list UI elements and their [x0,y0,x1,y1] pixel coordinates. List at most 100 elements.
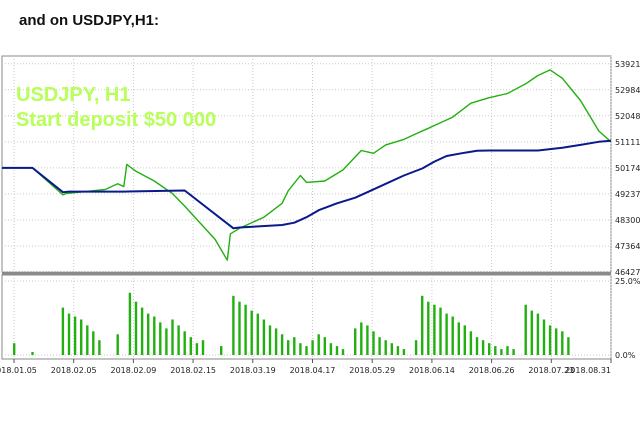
deposit-load-bar [86,325,89,355]
deposit-load-bar [555,328,558,355]
deposit-load-bar [402,349,406,355]
deposit-load-bar [451,316,454,355]
x-tick-label: 2018.06.14 [409,366,455,375]
deposit-load-bar [494,346,497,355]
equity-line [2,69,612,261]
overlay-symbol: USDJPY, H1 [16,84,131,106]
deposit-load-bar [80,319,83,355]
deposit-load-bar [274,328,278,355]
deposit-load-bar [268,325,272,355]
deposit-load-bar [92,331,95,355]
x-tick-label: 2018.06.26 [469,366,515,375]
x-tick-label: 2018.04.17 [290,366,336,375]
deposit-load-bar [189,337,192,355]
y-tick-label: 51111 [615,138,640,147]
deposit-load-bar [463,325,466,355]
deposit-load-bar [536,313,540,355]
deposit-load-bar [31,352,34,355]
deposit-load-bar [256,313,259,355]
x-tick-label: 2018.02.05 [51,366,97,375]
y-tick-label: 52984 [615,86,640,95]
deposit-load-bar [335,346,339,355]
deposit-load-bar [311,340,314,355]
deposit-load-bar [250,310,253,355]
x-tick-label: 2018.03.19 [230,366,276,375]
x-tick-label: 2018.01.05 [0,366,37,375]
deposit-load-bar [500,349,503,355]
x-tick-label: 2018.02.15 [170,366,216,375]
deposit-load-bar [67,313,71,355]
deposit-load-bar [512,349,515,355]
page-heading: and on USDJPY,H1: [19,12,160,29]
y-tick-label: 49237 [615,190,640,199]
deposit-load-bar [360,322,363,355]
deposit-load-bar [567,337,570,355]
deposit-load-bar [481,340,485,355]
y-axis-sub: 25.0% 0.0% [615,277,640,360]
sub-y-tick-label: 0.0% [615,351,636,360]
deposit-load-bar [305,346,308,355]
deposit-load-bar [323,337,326,355]
deposit-load-bar [61,307,65,355]
deposit-load-bar [506,346,509,355]
sub-pane [1,274,612,360]
y-tick-label: 46427 [615,268,640,277]
deposit-load-bar [475,337,479,355]
deposit-load-bar [134,301,138,355]
deposit-load-bar [262,319,266,355]
deposit-load-bar [201,340,205,355]
deposit-load-bar [116,334,119,355]
deposit-load-bar [530,310,533,355]
deposit-load-bar [433,304,436,355]
y-axis-main: 53921 52984 52048 51111 50174 49237 48300 47364… [615,60,640,277]
deposit-load-bar [317,334,320,355]
x-tick-label: 2018.05.29 [349,366,395,375]
main-series [2,69,612,261]
y-tick-label: 47364 [615,242,640,251]
deposit-load-bar [378,337,381,355]
deposit-load-bar [128,292,132,355]
sub-y-tick-label: 25.0% [615,277,640,286]
deposit-load-bar [457,322,460,355]
deposit-load-bar [280,334,284,355]
deposit-load-bar [366,325,369,355]
deposit-load-bar [171,319,174,355]
y-tick-label: 50174 [615,164,640,173]
y-tick-label: 52048 [615,112,640,121]
deposit-load-bar [73,316,77,355]
deposit-load-bar [13,343,16,355]
deposit-load-bar [287,340,290,355]
y-tick-label: 48300 [615,216,640,225]
deposit-load-bar [299,343,302,355]
deposit-load-bar [439,307,442,355]
pane-separator[interactable] [2,272,611,275]
deposit-load-bar [421,295,424,355]
deposit-load-bar [232,295,235,355]
x-axis: 2018.01.05 2018.02.05 2018.02.09 2018.02.15… [0,359,612,375]
deposit-load-bar [329,343,333,355]
y-tick-label: 53921 [615,60,640,69]
deposit-load-bar [561,331,564,355]
deposit-load-bar [372,331,375,355]
deposit-load-bars [13,292,570,355]
deposit-load-bar [396,346,400,355]
deposit-load-bar [159,322,162,355]
deposit-load-bar [469,331,473,355]
deposit-load-bar [238,301,241,355]
deposit-load-bar [390,343,393,355]
deposit-load-bar [414,340,418,355]
deposit-load-bar [147,313,150,355]
deposit-load-bar [244,304,247,355]
deposit-load-bar [384,340,387,355]
deposit-load-bar [427,301,430,355]
deposit-load-bar [177,325,180,355]
x-tick-label: 2018.07.23 [528,366,574,375]
deposit-load-bar [445,313,448,355]
deposit-load-bar [140,307,144,355]
deposit-load-bar [195,343,199,355]
strategy-chart: 53921 52984 52048 51111 50174 49237 48300 47364… [0,50,640,380]
x-tick-label: 2018.08.31 [565,366,611,375]
deposit-load-bar [548,325,552,355]
deposit-load-bar [293,337,296,355]
chart-svg: 53921 52984 52048 51111 50174 49237 48300 47364… [0,55,640,375]
